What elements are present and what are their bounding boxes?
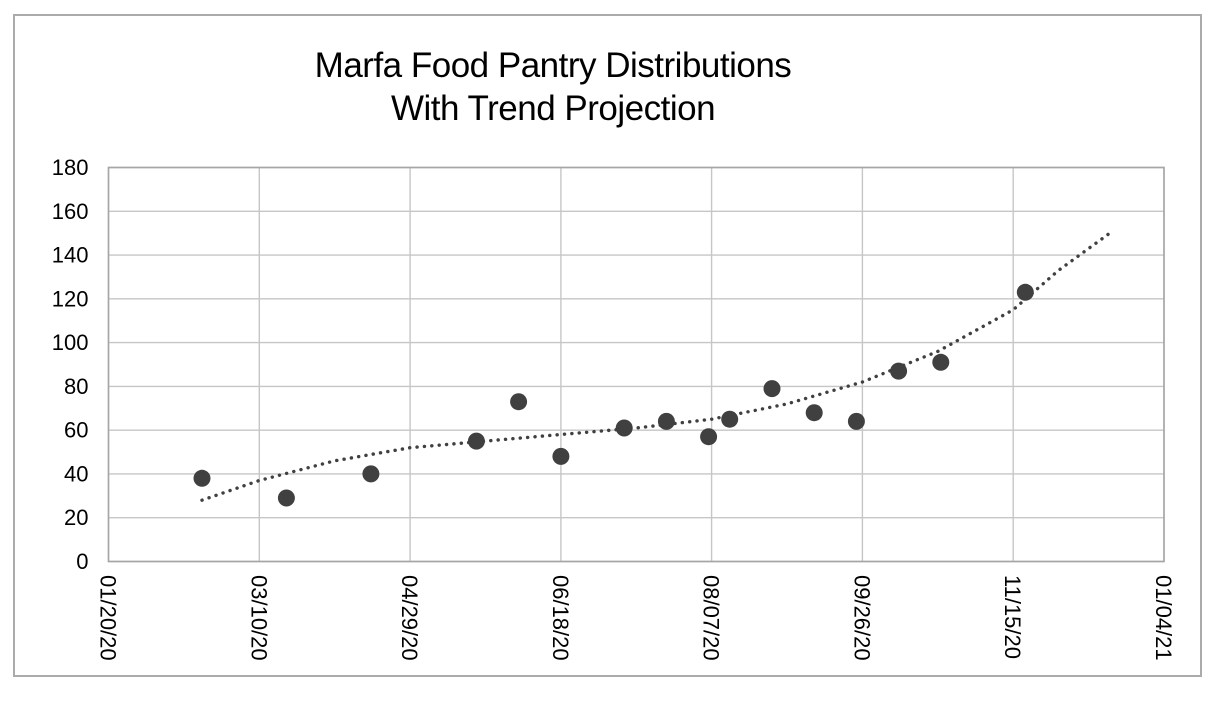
data-point: [1016, 283, 1034, 301]
data-point: [805, 404, 823, 422]
chart-title-line1: Marfa Food Pantry Distributions: [314, 46, 792, 85]
data-point: [552, 447, 570, 465]
data-point: [510, 393, 528, 411]
chart-outer-frame: [13, 14, 1202, 677]
x-tick-label: 01/20/20: [96, 575, 121, 661]
y-tick-label: 60: [64, 418, 88, 443]
y-tick-label: 40: [64, 461, 88, 486]
y-tick-label: 0: [76, 549, 88, 574]
data-point: [362, 465, 380, 483]
data-point: [721, 410, 739, 428]
y-tick-label: 80: [64, 374, 88, 399]
chart-title: Marfa Food Pantry Distributions With Tre…: [153, 44, 953, 130]
data-point: [847, 412, 865, 430]
x-tick-label: 11/15/20: [1000, 575, 1025, 659]
data-point: [763, 380, 781, 398]
data-point: [615, 419, 633, 437]
x-tick-label: 03/10/20: [246, 575, 271, 661]
plot-border: [107, 166, 1165, 563]
y-tick-label: 160: [52, 199, 89, 224]
y-tick-label: 20: [64, 505, 88, 530]
x-tick-label: 01/04/21: [1151, 575, 1176, 661]
data-point: [657, 412, 675, 430]
data-point: [277, 489, 295, 507]
data-point: [193, 469, 211, 487]
data-point: [890, 362, 908, 380]
x-tick-label: 09/26/20: [849, 575, 874, 661]
data-point: [700, 428, 718, 446]
y-tick-label: 120: [52, 286, 89, 311]
chart-title-line2: With Trend Projection: [390, 89, 716, 128]
y-tick-label: 100: [52, 330, 89, 355]
x-tick-label: 06/18/20: [548, 575, 573, 661]
y-tick-label: 140: [52, 243, 89, 268]
data-point: [932, 353, 950, 371]
x-tick-label: 04/29/20: [397, 575, 422, 661]
y-tick-label: 180: [52, 155, 89, 180]
x-tick-label: 08/07/20: [699, 575, 724, 661]
data-point: [467, 432, 485, 450]
trend-line: [200, 229, 1115, 502]
